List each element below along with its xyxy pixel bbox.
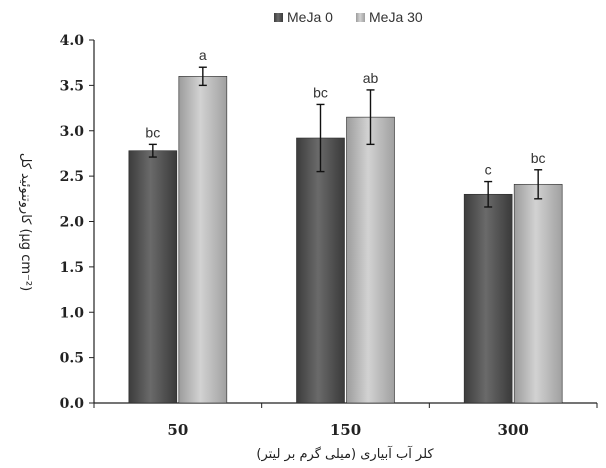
y-tick-label: 3.5 xyxy=(60,78,84,94)
plot-area: 0.0 0.5 1.0 1.5 2.0 2.5 3.0 3.5 4.0 50 bc a 150 bc ab 3… xyxy=(60,33,598,439)
legend-swatch-meja-0 xyxy=(274,13,283,22)
legend-label-meja-0: MeJa 0 xyxy=(287,9,333,25)
legend: MeJa 0 MeJa 30 xyxy=(274,9,423,25)
y-tick-label: 1.5 xyxy=(60,260,84,276)
y-tick-label: 2.5 xyxy=(60,169,84,185)
bar xyxy=(128,150,178,404)
y-tick-label: 1.0 xyxy=(60,305,85,321)
bar xyxy=(513,183,563,404)
x-tick-label: 50 xyxy=(167,421,188,439)
data-label: bc xyxy=(145,124,160,140)
y-tick-label: 3.0 xyxy=(60,124,85,140)
legend-label-meja-30: MeJa 30 xyxy=(369,9,423,25)
data-label: ab xyxy=(363,70,379,86)
legend-swatch-meja-30 xyxy=(356,13,365,22)
bar xyxy=(346,116,395,404)
y-tick-label: 0.5 xyxy=(60,351,84,367)
y-tick-label: 0.0 xyxy=(60,396,85,412)
bar xyxy=(178,76,228,404)
y-tick-label: 2.0 xyxy=(60,215,85,231)
data-label: c xyxy=(485,162,492,178)
bar xyxy=(463,193,513,404)
data-label: bc xyxy=(313,84,328,100)
x-axis-title: کلر آب آبیاری (میلی گرم بر لیتر) xyxy=(256,445,434,462)
data-label: bc xyxy=(531,150,546,166)
y-axis-title: کاروتنوئید کل (µg cm⁻²) xyxy=(18,153,33,291)
x-tick-label: 150 xyxy=(330,421,361,439)
x-tick-label: 300 xyxy=(498,421,529,439)
y-tick-label: 4.0 xyxy=(60,33,85,49)
data-label: a xyxy=(199,47,207,63)
bar xyxy=(296,137,345,404)
